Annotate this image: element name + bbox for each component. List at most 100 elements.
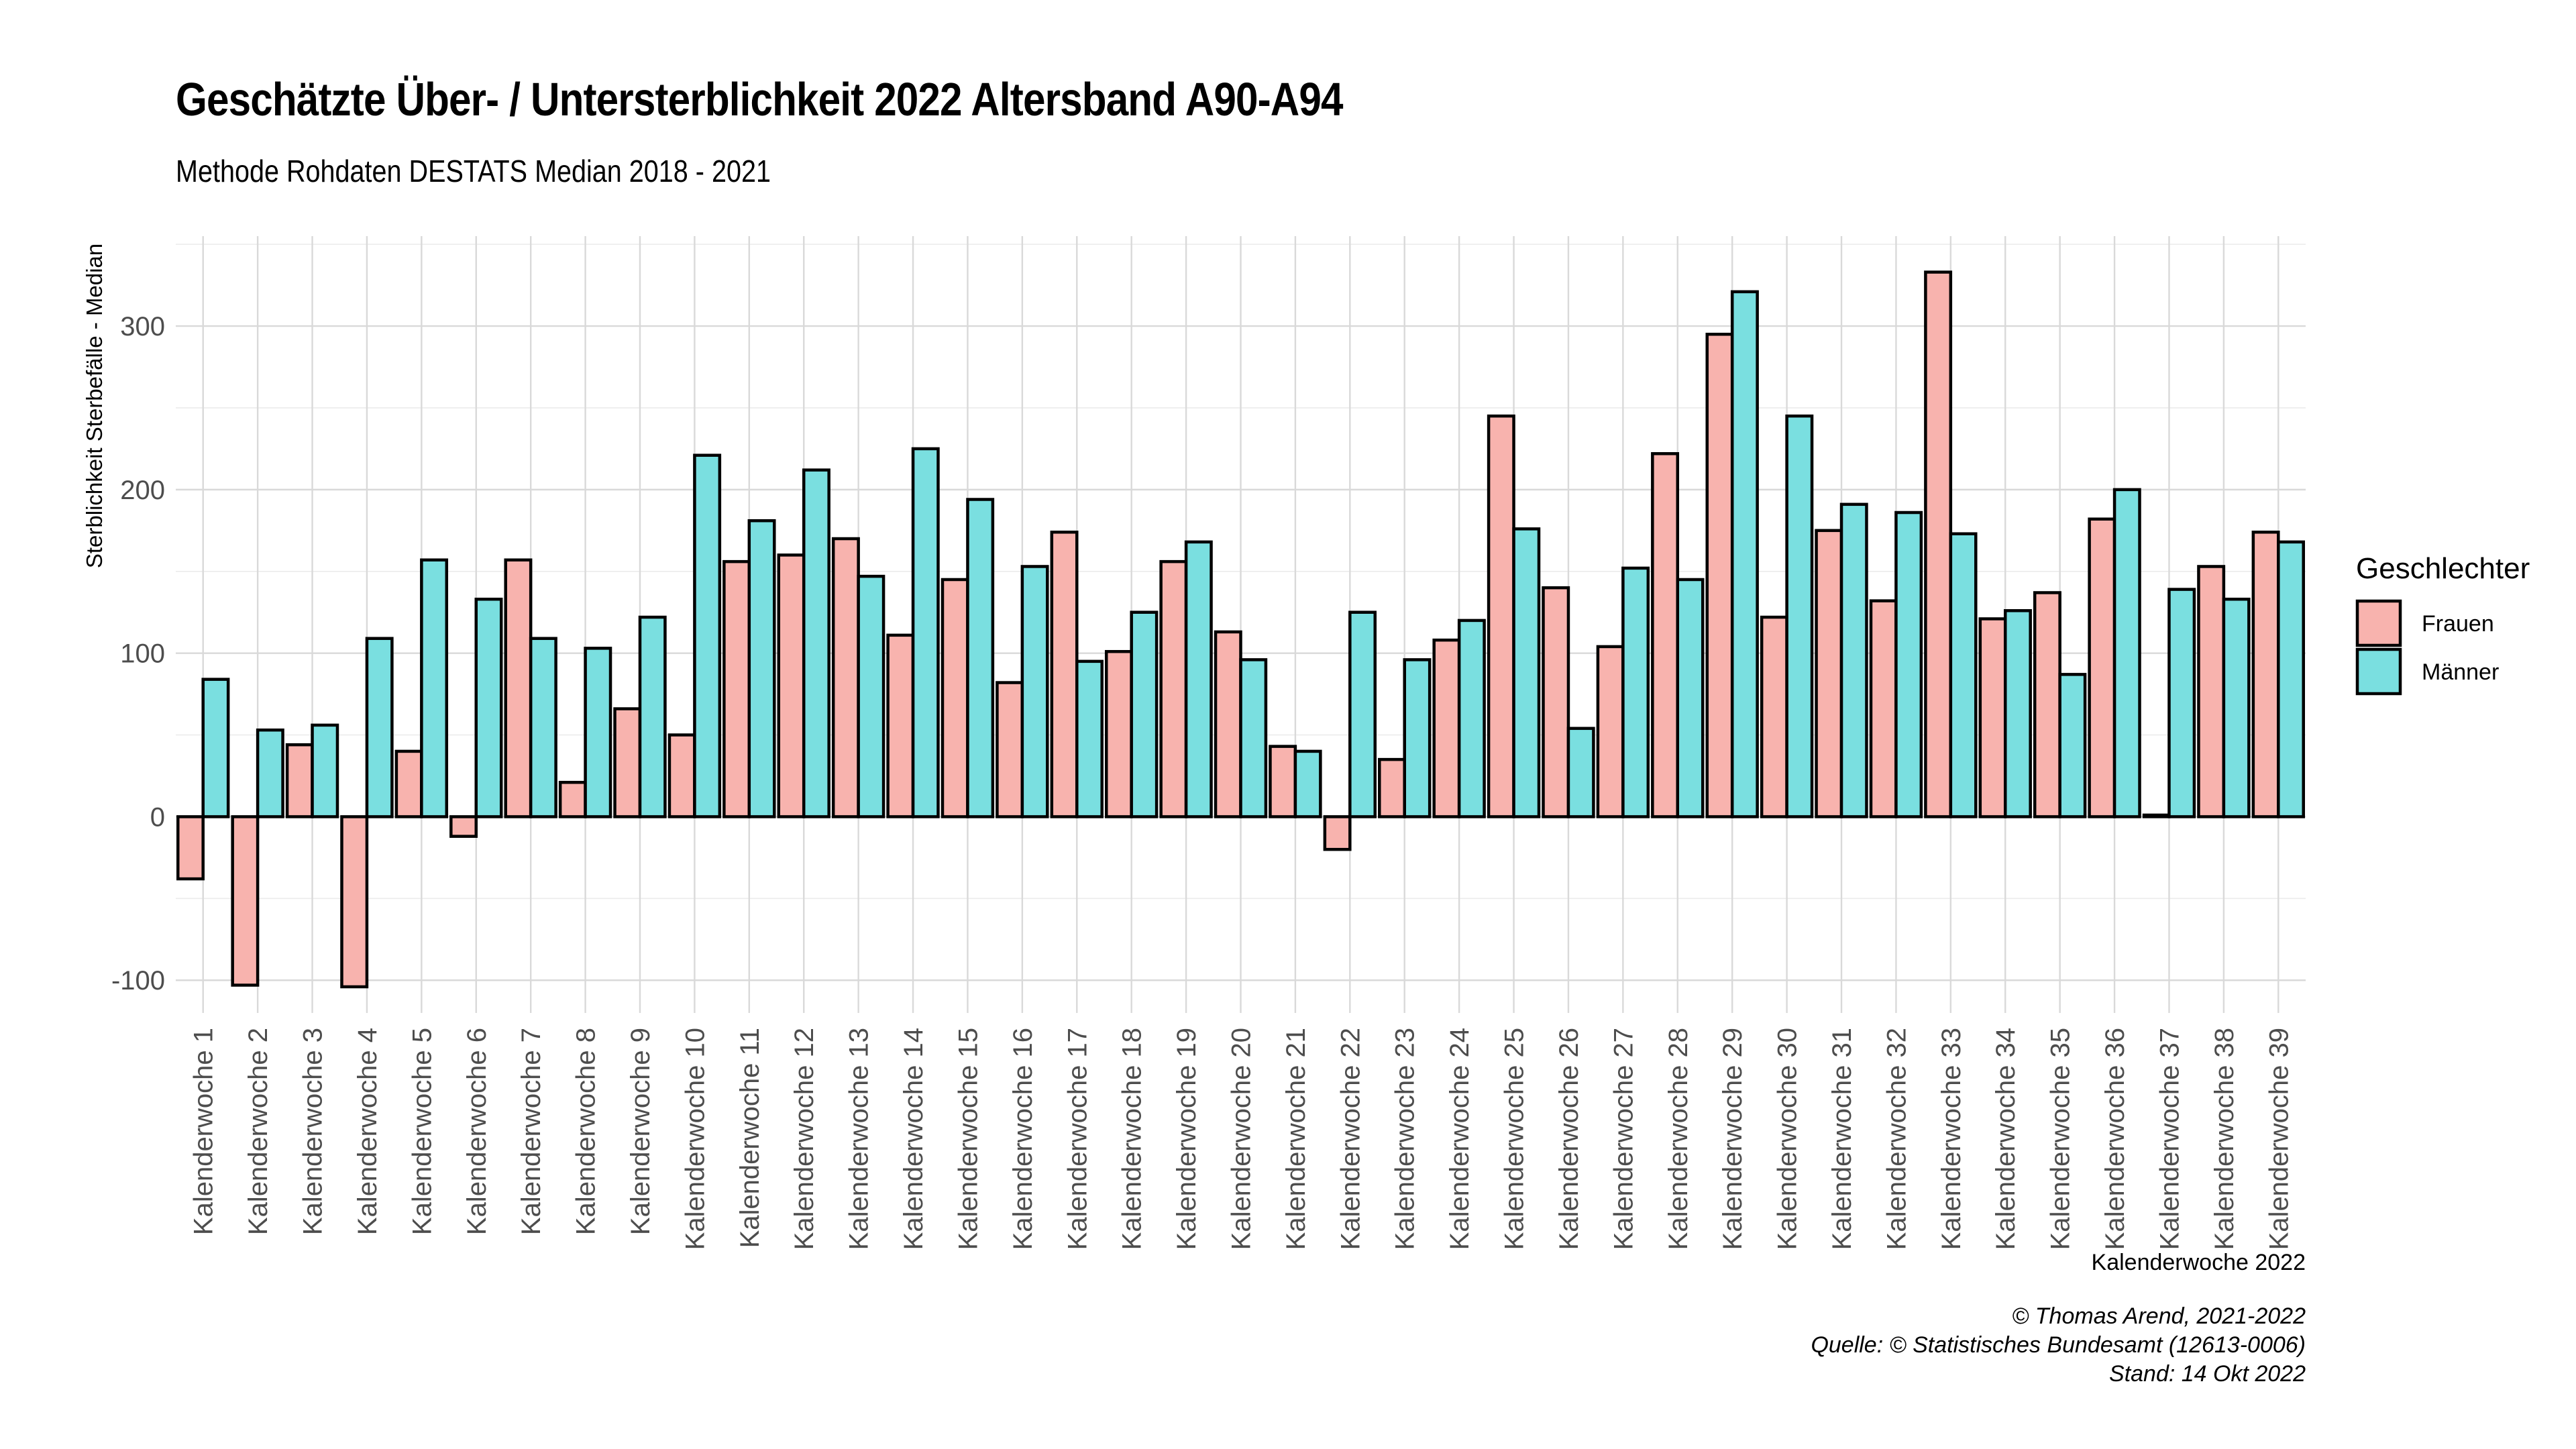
x-tick-label: Kalenderwoche 27 xyxy=(1609,1028,1638,1250)
bar-frauen xyxy=(2197,565,2226,818)
chart-title: Geschätzte Über- / Untersterblichkeit 20… xyxy=(176,73,1344,125)
bar-maenner xyxy=(420,558,449,818)
bar-maenner xyxy=(1020,565,1049,818)
x-axis-title: Kalenderwoche 2022 xyxy=(2092,1250,2306,1275)
x-tick-label: Kalenderwoche 30 xyxy=(1773,1028,1803,1250)
y-tick-label: 300 xyxy=(120,312,165,341)
bar-maenner xyxy=(1676,578,1705,818)
bar-frauen xyxy=(449,815,478,838)
x-tick-label: Kalenderwoche 36 xyxy=(2100,1028,2130,1250)
x-tick-label: Kalenderwoche 7 xyxy=(517,1028,546,1235)
bar-frauen xyxy=(1705,333,1734,818)
caption-author: © Thomas Arend, 2021-2022 xyxy=(2012,1303,2306,1329)
chart-subtitle: Methode Rohdaten DESTATS Median 2018 - 2… xyxy=(176,154,771,189)
bar-maenner xyxy=(2167,588,2196,818)
x-tick-label: Kalenderwoche 26 xyxy=(1554,1028,1584,1250)
x-tick-label: Kalenderwoche 38 xyxy=(2210,1028,2239,1250)
bar-frauen xyxy=(667,733,696,818)
x-tick-label: Kalenderwoche 28 xyxy=(1664,1028,1693,1250)
x-tick-label: Kalenderwoche 10 xyxy=(680,1028,710,1250)
x-tick-label: Kalenderwoche 33 xyxy=(1937,1028,1966,1250)
bar-frauen xyxy=(285,743,314,818)
bar-maenner xyxy=(1293,749,1322,818)
bar-maenner xyxy=(1512,527,1541,818)
bar-frauen xyxy=(340,815,369,989)
x-tick-label: Kalenderwoche 5 xyxy=(407,1028,437,1235)
x-tick-label: Kalenderwoche 21 xyxy=(1281,1028,1311,1250)
bar-frauen xyxy=(831,537,860,818)
bar-frauen xyxy=(2251,531,2280,818)
x-tick-label: Kalenderwoche 20 xyxy=(1227,1028,1256,1250)
bar-frauen xyxy=(1924,270,1953,818)
x-tick-label: Kalenderwoche 17 xyxy=(1063,1028,1092,1250)
x-tick-label: Kalenderwoche 15 xyxy=(953,1028,983,1250)
x-axis-ticks: Kalenderwoche 1 Kalenderwoche 2 Kalenderwo… xyxy=(189,1028,2294,1250)
bar-frauen xyxy=(1432,638,1461,818)
x-tick-label: Kalenderwoche 35 xyxy=(2046,1028,2076,1250)
bar-maenner xyxy=(1130,610,1159,818)
x-tick-label: Kalenderwoche 13 xyxy=(845,1028,874,1250)
bar-frauen xyxy=(2088,517,2116,818)
x-tick-label: Kalenderwoche 32 xyxy=(1882,1028,1911,1250)
bar-maenner xyxy=(638,615,667,818)
y-tick-label: 0 xyxy=(150,802,165,832)
legend-label-frauen: Frauen xyxy=(2422,611,2494,637)
x-tick-label: Kalenderwoche 9 xyxy=(626,1028,655,1235)
bar-maenner xyxy=(802,468,830,818)
caption-source: Quelle: © Statistisches Bundesamt (12613… xyxy=(1811,1332,2306,1358)
bar-maenner xyxy=(1457,619,1486,818)
bars xyxy=(176,270,2305,989)
x-tick-label: Kalenderwoche 19 xyxy=(1172,1028,1201,1250)
bar-frauen xyxy=(722,559,751,818)
x-tick-label: Kalenderwoche 18 xyxy=(1118,1028,1147,1250)
x-tick-label: Kalenderwoche 14 xyxy=(899,1028,928,1250)
x-tick-label: Kalenderwoche 29 xyxy=(1718,1028,1748,1250)
bar-maenner xyxy=(1949,532,1978,818)
legend-key-frauen xyxy=(2355,599,2402,647)
bar-frauen xyxy=(1869,599,1898,818)
bar-frauen xyxy=(1378,757,1406,818)
bar-frauen xyxy=(886,633,915,818)
y-tick-label: -100 xyxy=(111,966,165,996)
bar-maenner xyxy=(966,498,995,818)
bar-frauen xyxy=(176,815,205,881)
x-tick-label: Kalenderwoche 23 xyxy=(1391,1028,1420,1250)
bar-frauen xyxy=(941,578,969,818)
bar-frauen xyxy=(1323,815,1352,851)
bar-frauen xyxy=(231,815,260,987)
y-tick-label: 200 xyxy=(120,476,165,505)
bar-frauen xyxy=(1214,630,1242,818)
bar-maenner xyxy=(584,647,612,818)
bar-frauen xyxy=(1760,615,1788,818)
bar-frauen xyxy=(394,749,423,818)
bar-maenner xyxy=(1785,414,1814,818)
bar-maenner xyxy=(693,453,722,818)
bar-maenner xyxy=(2222,597,2251,818)
bar-maenner xyxy=(2003,609,2032,818)
bar-frauen xyxy=(1596,645,1625,818)
x-tick-label: Kalenderwoche 39 xyxy=(2264,1028,2294,1250)
bar-maenner xyxy=(1403,658,1432,818)
bar-maenner xyxy=(311,723,339,818)
legend-label-maenner: Männer xyxy=(2422,659,2499,685)
bar-frauen xyxy=(1159,559,1188,818)
bar-frauen xyxy=(1815,529,1843,818)
bar-frauen xyxy=(1651,451,1680,818)
bar-maenner xyxy=(2112,488,2141,818)
x-tick-label: Kalenderwoche 8 xyxy=(572,1028,601,1235)
legend-title: Geschlechter xyxy=(2356,552,2530,585)
bar-frauen xyxy=(2033,591,2061,818)
y-axis-title: Sterblichkeit Sterbefälle - Median xyxy=(82,244,107,568)
bar-frauen xyxy=(558,781,587,818)
bar-maenner xyxy=(256,728,284,818)
x-tick-label: Kalenderwoche 6 xyxy=(462,1028,492,1235)
x-tick-label: Kalenderwoche 25 xyxy=(1500,1028,1529,1250)
bar-maenner xyxy=(201,678,230,818)
bar-frauen xyxy=(996,681,1024,818)
bar-maenner xyxy=(474,597,503,818)
x-tick-label: Kalenderwoche 4 xyxy=(353,1028,382,1235)
bar-maenner xyxy=(1184,540,1213,818)
x-tick-label: Kalenderwoche 2 xyxy=(244,1028,273,1235)
bar-maenner xyxy=(1348,610,1377,818)
